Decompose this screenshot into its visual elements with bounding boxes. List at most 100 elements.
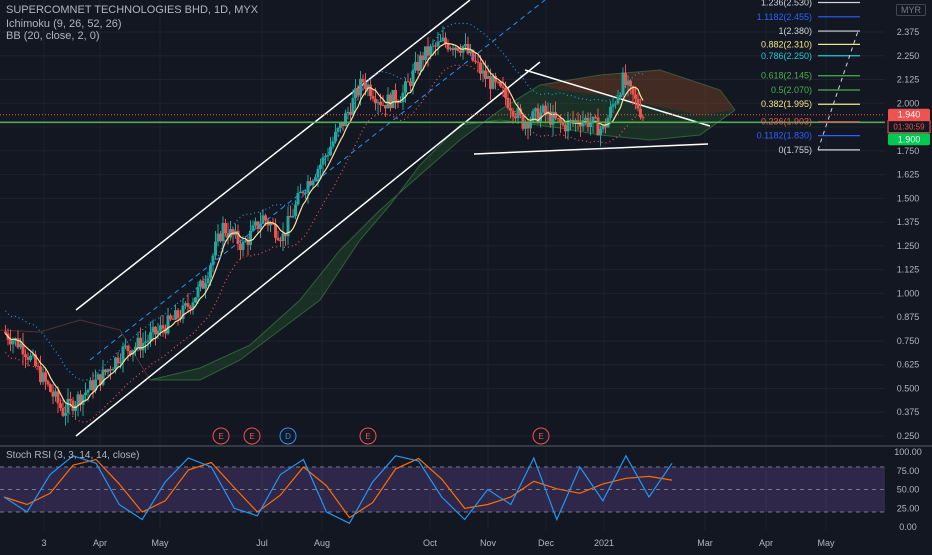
candle-body (521, 114, 525, 129)
candle-body (529, 121, 532, 129)
candle-body (186, 303, 190, 307)
candle-body (609, 106, 612, 118)
fib-level-label: 0.5(2.070) (771, 85, 812, 95)
candle-body (616, 97, 620, 104)
candle-body (486, 76, 490, 79)
candle-body (534, 108, 537, 112)
price-axis-tick: 1.625 (897, 170, 920, 180)
candle-body (501, 86, 505, 88)
candle-body (39, 366, 42, 383)
candle-body (24, 354, 27, 358)
candle-body (161, 325, 165, 329)
candle-body (259, 223, 262, 229)
candle-body (381, 104, 385, 106)
candle-body (226, 233, 230, 238)
candle-body (581, 120, 585, 127)
symbol-title: SUPERCOMNET TECHNOLOGIES BHD, 1D, MYX (6, 4, 259, 16)
candle-body (219, 233, 222, 242)
candle-body (536, 108, 540, 123)
candle-body (46, 381, 50, 385)
candle-body (321, 157, 325, 165)
candle-body (276, 237, 280, 241)
candle-body (639, 108, 642, 118)
candle-body (489, 76, 492, 89)
time-axis-tick: Jul (256, 538, 268, 548)
candle-body (256, 221, 260, 229)
candle-body (469, 49, 472, 54)
candle-body (296, 193, 300, 205)
candle-body (229, 229, 232, 238)
candle-body (416, 62, 420, 71)
candle-body (59, 403, 62, 409)
candle-body (184, 303, 187, 306)
candle-body (424, 46, 427, 61)
candle-body (311, 180, 315, 186)
trend-dashed-line (89, 0, 546, 361)
candle-body (204, 283, 207, 289)
event-marker (212, 427, 230, 445)
price-axis-tick: 1.250 (897, 241, 920, 251)
price-axis-tick: 0.500 (897, 383, 920, 393)
candle-body (561, 123, 565, 125)
candle-body (71, 400, 75, 411)
candle-body (209, 265, 212, 278)
candle-body (129, 350, 132, 355)
candle-body (346, 111, 350, 114)
price-axis-tick: 2.250 (897, 51, 920, 61)
upper-band-line (5, 22, 644, 381)
candle-body (314, 177, 317, 181)
candle-body (484, 70, 487, 79)
candle-body (301, 191, 305, 194)
candle-body (369, 84, 372, 97)
candle-body (16, 338, 20, 348)
candle-body (394, 90, 397, 103)
candle-body (251, 225, 255, 231)
candle-body (619, 94, 622, 98)
event-marker (532, 427, 550, 445)
candle-body (569, 119, 572, 121)
candle-body (89, 380, 92, 390)
candle-body (446, 43, 450, 50)
price-axis-tick: 2.125 (897, 75, 920, 85)
ichimoku-legend[interactable]: Ichimoku (9, 26, 52, 26) (6, 18, 122, 30)
candle-body (404, 81, 407, 93)
candle-body (636, 98, 640, 109)
candle-body (511, 110, 515, 117)
candle-body (339, 122, 342, 128)
rsi-axis-tick: 75.00 (897, 466, 920, 476)
candle-body (131, 349, 135, 355)
candle-body (206, 277, 210, 284)
time-axis-tick: 3 (41, 538, 46, 548)
candle-body (84, 392, 87, 396)
price-axis-tick: 2.375 (897, 27, 920, 37)
candle-body (189, 306, 192, 309)
fib-level-label: 1.1182(2.455) (757, 12, 812, 22)
event-marker (359, 427, 377, 445)
time-axis-tick: Nov (480, 538, 497, 548)
countdown-badge (887, 120, 931, 134)
candle-body (164, 328, 167, 334)
candle-body (621, 72, 625, 95)
candle-body (396, 102, 400, 104)
candle-body (464, 44, 467, 47)
candle-body (169, 315, 172, 319)
candle-body (64, 413, 67, 416)
rsi-legend: Stoch RSI (3, 3, 14, 14, close) (6, 450, 139, 461)
candle-body (171, 318, 175, 320)
fib-level-label: 0.882(2.310) (761, 39, 812, 49)
currency-button[interactable]: MYR (896, 4, 926, 16)
candle-body (271, 223, 275, 225)
candle-body (359, 78, 362, 96)
candle-body (41, 372, 45, 383)
channel-lower-line (75, 61, 541, 437)
candle-body (409, 81, 412, 86)
candle-body (69, 398, 72, 401)
candle-body (634, 94, 637, 99)
candle-body (166, 315, 170, 334)
bb-legend[interactable]: BB (20, close, 2, 0) (6, 30, 100, 42)
event-marker-label: E (218, 432, 223, 441)
candle-body (509, 107, 512, 111)
candle-body (284, 233, 287, 237)
